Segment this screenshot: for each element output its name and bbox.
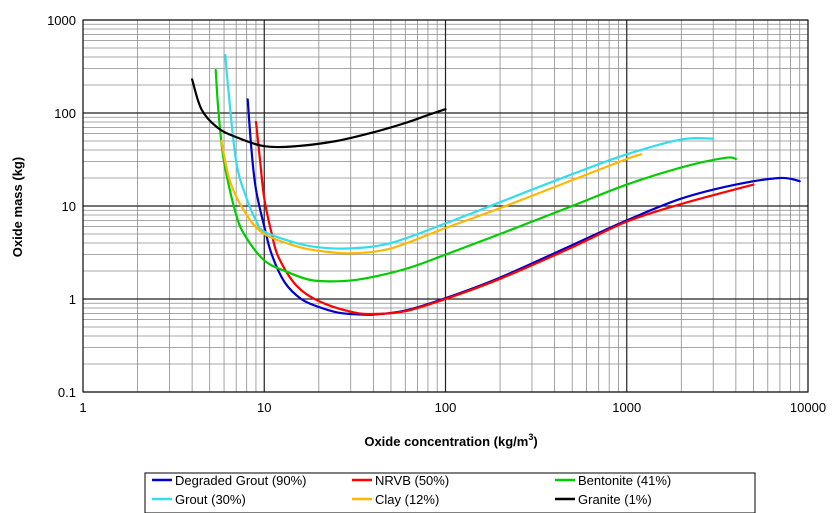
series-line-3 — [224, 53, 715, 250]
legend-label: Grout (30%) — [175, 492, 246, 507]
series-line-5 — [191, 78, 447, 149]
series-line-1 — [254, 120, 755, 316]
series-line-2 — [214, 68, 737, 283]
x-axis-title: Oxide concentration (kg/m3) — [364, 432, 537, 449]
series-lines — [191, 53, 801, 316]
x-tick-label: 100 — [435, 400, 457, 415]
legend-label: Granite (1%) — [578, 492, 652, 507]
y-tick-labels: 0.1 1 10 100 1000 — [47, 13, 76, 400]
y-tick-label: 100 — [54, 106, 76, 121]
legend — [144, 472, 756, 513]
y-tick-label: 1 — [69, 292, 76, 307]
x-tick-labels: 1 10 100 1000 10000 — [79, 400, 826, 415]
x-axis-title-main: Oxide concentration (kg/m — [364, 434, 528, 449]
legend-label: Bentonite (41%) — [578, 473, 671, 488]
x-tick-label: 10 — [257, 400, 271, 415]
plot-frame — [82, 19, 809, 393]
legend-label: NRVB (50%) — [375, 473, 449, 488]
series-line-4 — [220, 139, 643, 255]
y-tick-label: 0.1 — [58, 385, 76, 400]
legend-label: Degraded Grout (90%) — [175, 473, 307, 488]
legend-items: Degraded Grout (90%) NRVB (50%) Bentonite … — [152, 473, 671, 507]
x-axis-title-sup: 3 — [528, 432, 533, 442]
y-tick-label: 1000 — [47, 13, 76, 28]
y-axis-title: Oxide mass (kg) — [10, 157, 25, 257]
x-tick-label: 1000 — [612, 400, 641, 415]
y-tick-label: 10 — [62, 199, 76, 214]
x-tick-label: 1 — [79, 400, 86, 415]
legend-label: Clay (12%) — [375, 492, 439, 507]
x-axis-title-end: ) — [533, 434, 537, 449]
x-tick-label: 10000 — [790, 400, 826, 415]
